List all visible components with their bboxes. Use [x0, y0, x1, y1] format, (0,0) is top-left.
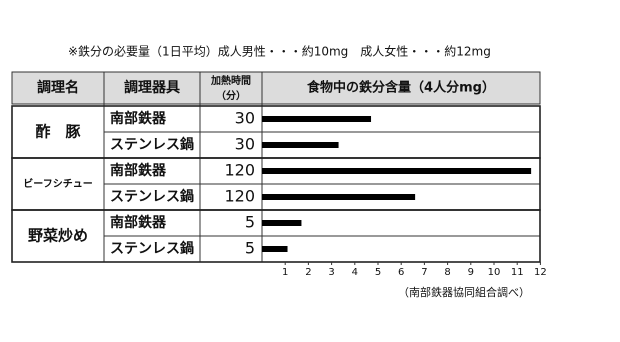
time: 120 [224, 187, 255, 206]
utensil: 南部鉄器 [110, 214, 167, 231]
time: 5 [245, 239, 255, 258]
dish-group [11, 209, 541, 263]
x-tick-label: 7 [421, 267, 427, 278]
source: （南部鉄器協同組合調べ） [398, 285, 530, 299]
bar [262, 116, 372, 122]
x-tick-label: 9 [468, 267, 474, 278]
utensil: ステンレス鍋 [110, 240, 194, 257]
dish: ビーフシチュー [23, 177, 92, 190]
header-row [11, 71, 541, 105]
utensil: 南部鉄器 [110, 110, 167, 127]
time: 120 [224, 161, 255, 180]
header: 食物中の鉄分含量（4人分mg） [307, 80, 495, 96]
header: （分） [216, 89, 246, 102]
dish: 酢 豚 [35, 123, 80, 141]
time: 30 [235, 135, 255, 154]
note: ※鉄分の必要量（1日平均）成人男性・・・約10mg 成人女性・・・約12mg [68, 44, 491, 59]
x-tick-label: 2 [305, 267, 311, 278]
time: 30 [235, 109, 255, 128]
header: 調理器具 [124, 79, 180, 96]
utensil: 南部鉄器 [110, 162, 167, 179]
time: 5 [245, 213, 255, 232]
x-tick-label: 11 [511, 267, 524, 278]
bar [262, 246, 288, 252]
x-tick-label: 10 [488, 267, 501, 278]
bar [262, 142, 339, 148]
x-tick-label: 4 [352, 267, 358, 278]
header: 調理名 [37, 79, 79, 96]
utensil: ステンレス鍋 [110, 136, 194, 153]
x-tick-label: 1 [282, 267, 288, 278]
x-tick-label: 6 [398, 267, 404, 278]
utensil: ステンレス鍋 [110, 188, 194, 205]
bar [262, 168, 532, 174]
bar [262, 220, 302, 226]
dish: 野菜炒め [28, 227, 88, 245]
x-tick-label: 8 [444, 267, 450, 278]
x-tick-label: 3 [328, 267, 334, 278]
header: 加熱時間 [210, 74, 251, 87]
x-tick-label: 12 [534, 267, 547, 278]
x-tick-label: 5 [375, 267, 381, 278]
bar [262, 194, 416, 200]
